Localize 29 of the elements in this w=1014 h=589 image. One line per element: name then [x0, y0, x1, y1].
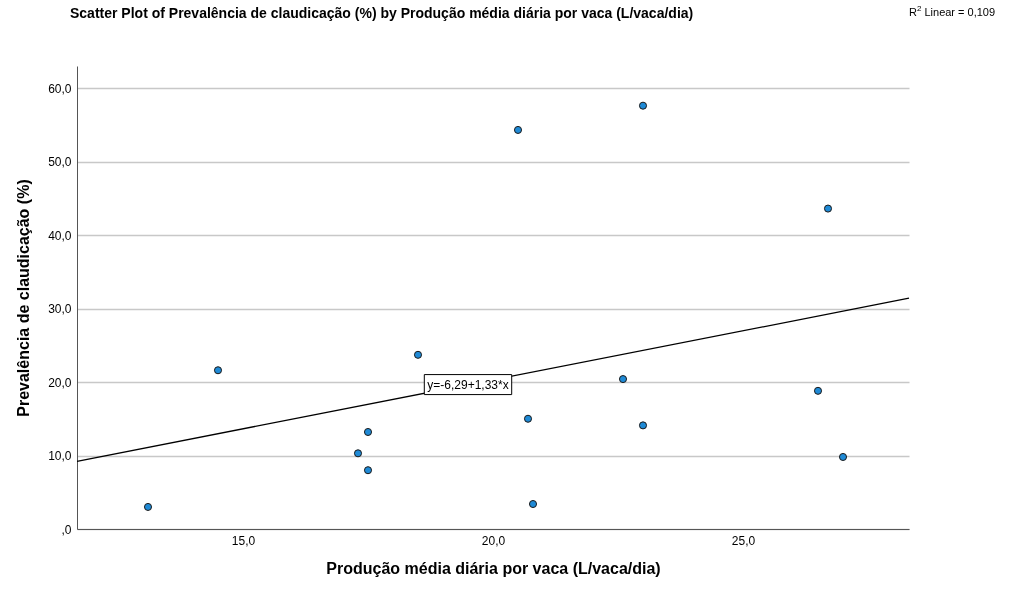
point	[363, 427, 373, 437]
x-tick-label: 20,0	[481, 533, 506, 548]
y-tick-label: 10,0	[48, 449, 72, 464]
chart-title: Scatter Plot of Prevalência de claudicação (%) by Produção média diária por vaca (L/vaca/dia)	[70, 5, 694, 21]
y-tick-label: 60,0	[48, 81, 72, 96]
point	[213, 366, 223, 375]
y-tick-label: ,0	[61, 522, 72, 537]
point	[143, 502, 153, 511]
x-tick-label: 15,0	[231, 533, 256, 548]
x-tick-label: 25,0	[731, 533, 756, 548]
y-tick-label: 30,0	[48, 302, 72, 317]
point	[413, 350, 423, 359]
point	[513, 125, 523, 134]
point	[638, 101, 648, 110]
point	[823, 204, 833, 213]
x-axis-title: Produção média diária por vaca (L/vaca/dia)	[326, 559, 661, 577]
point	[523, 414, 533, 423]
annotation: y=-6,29+1,33*x	[427, 377, 509, 392]
point	[353, 449, 363, 458]
point	[838, 452, 848, 462]
point	[638, 421, 648, 430]
y-tick-label: 50,0	[48, 155, 72, 170]
point	[363, 466, 373, 475]
point	[618, 375, 628, 384]
point	[813, 386, 823, 395]
y-axis-title: Prevalência de claudicação (%)	[15, 179, 33, 417]
y-tick-label: 20,0	[48, 375, 72, 390]
y-tick-label: 40,0	[48, 228, 72, 243]
point	[528, 499, 538, 509]
